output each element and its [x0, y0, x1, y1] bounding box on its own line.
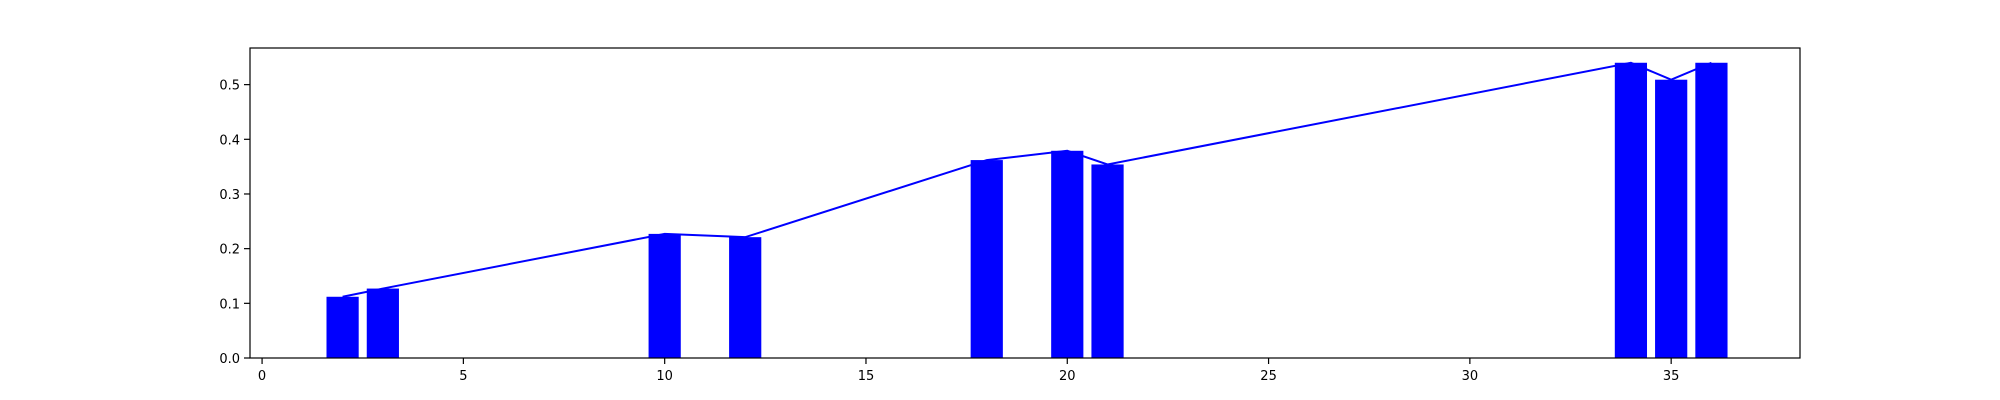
bar-20 [1051, 150, 1084, 358]
x-tick-label: 35 [1663, 369, 1680, 384]
x-tick-label: 10 [656, 369, 673, 384]
x-tick-label: 15 [858, 369, 875, 384]
y-tick-label: 0.3 [219, 188, 240, 203]
x-tick-label: 25 [1260, 369, 1277, 384]
bar-35 [1655, 79, 1688, 359]
x-tick-label: 5 [459, 369, 467, 384]
bar-36 [1695, 62, 1728, 359]
bar-3 [366, 288, 399, 358]
y-axis: 0.0 0.1 0.2 0.3 0.4 0.5 [219, 79, 250, 367]
bar-18 [970, 160, 1003, 358]
bar-series [326, 62, 1728, 359]
y-tick-label: 0.0 [219, 352, 240, 367]
y-tick-label: 0.2 [219, 243, 240, 258]
x-tick-label: 20 [1059, 369, 1076, 384]
y-tick-label: 0.1 [219, 297, 240, 312]
y-tick-label: 0.4 [219, 133, 240, 148]
bar-2 [326, 296, 359, 358]
bar-10 [648, 233, 681, 358]
x-tick-label: 0 [258, 369, 266, 384]
trend-line [342, 61, 1712, 298]
x-tick-label: 30 [1462, 369, 1479, 384]
bar-34 [1614, 62, 1648, 359]
plot-frame [249, 47, 1801, 359]
plot-background [250, 48, 1800, 358]
bar-21 [1091, 164, 1124, 358]
x-axis: 0 5 10 15 20 25 30 35 [258, 358, 1680, 384]
y-tick-label: 0.5 [219, 79, 240, 94]
bar-12 [729, 237, 762, 358]
